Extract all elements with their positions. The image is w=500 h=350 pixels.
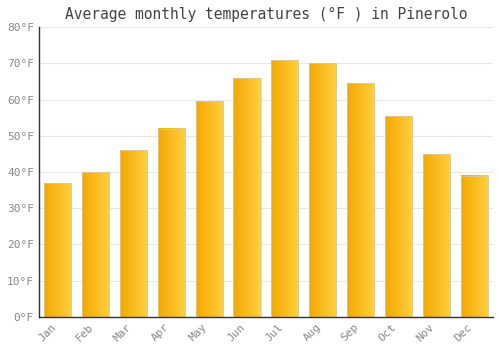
Bar bbox=[234, 78, 260, 317]
Bar bbox=[196, 102, 223, 317]
Bar bbox=[44, 183, 72, 317]
Bar bbox=[385, 116, 412, 317]
Bar bbox=[82, 172, 109, 317]
Bar bbox=[271, 60, 298, 317]
Bar bbox=[347, 83, 374, 317]
Bar bbox=[422, 154, 450, 317]
Bar bbox=[158, 128, 185, 317]
Title: Average monthly temperatures (°F ) in Pinerolo: Average monthly temperatures (°F ) in Pi… bbox=[64, 7, 467, 22]
Bar bbox=[460, 176, 488, 317]
Bar bbox=[120, 150, 147, 317]
Bar bbox=[309, 63, 336, 317]
